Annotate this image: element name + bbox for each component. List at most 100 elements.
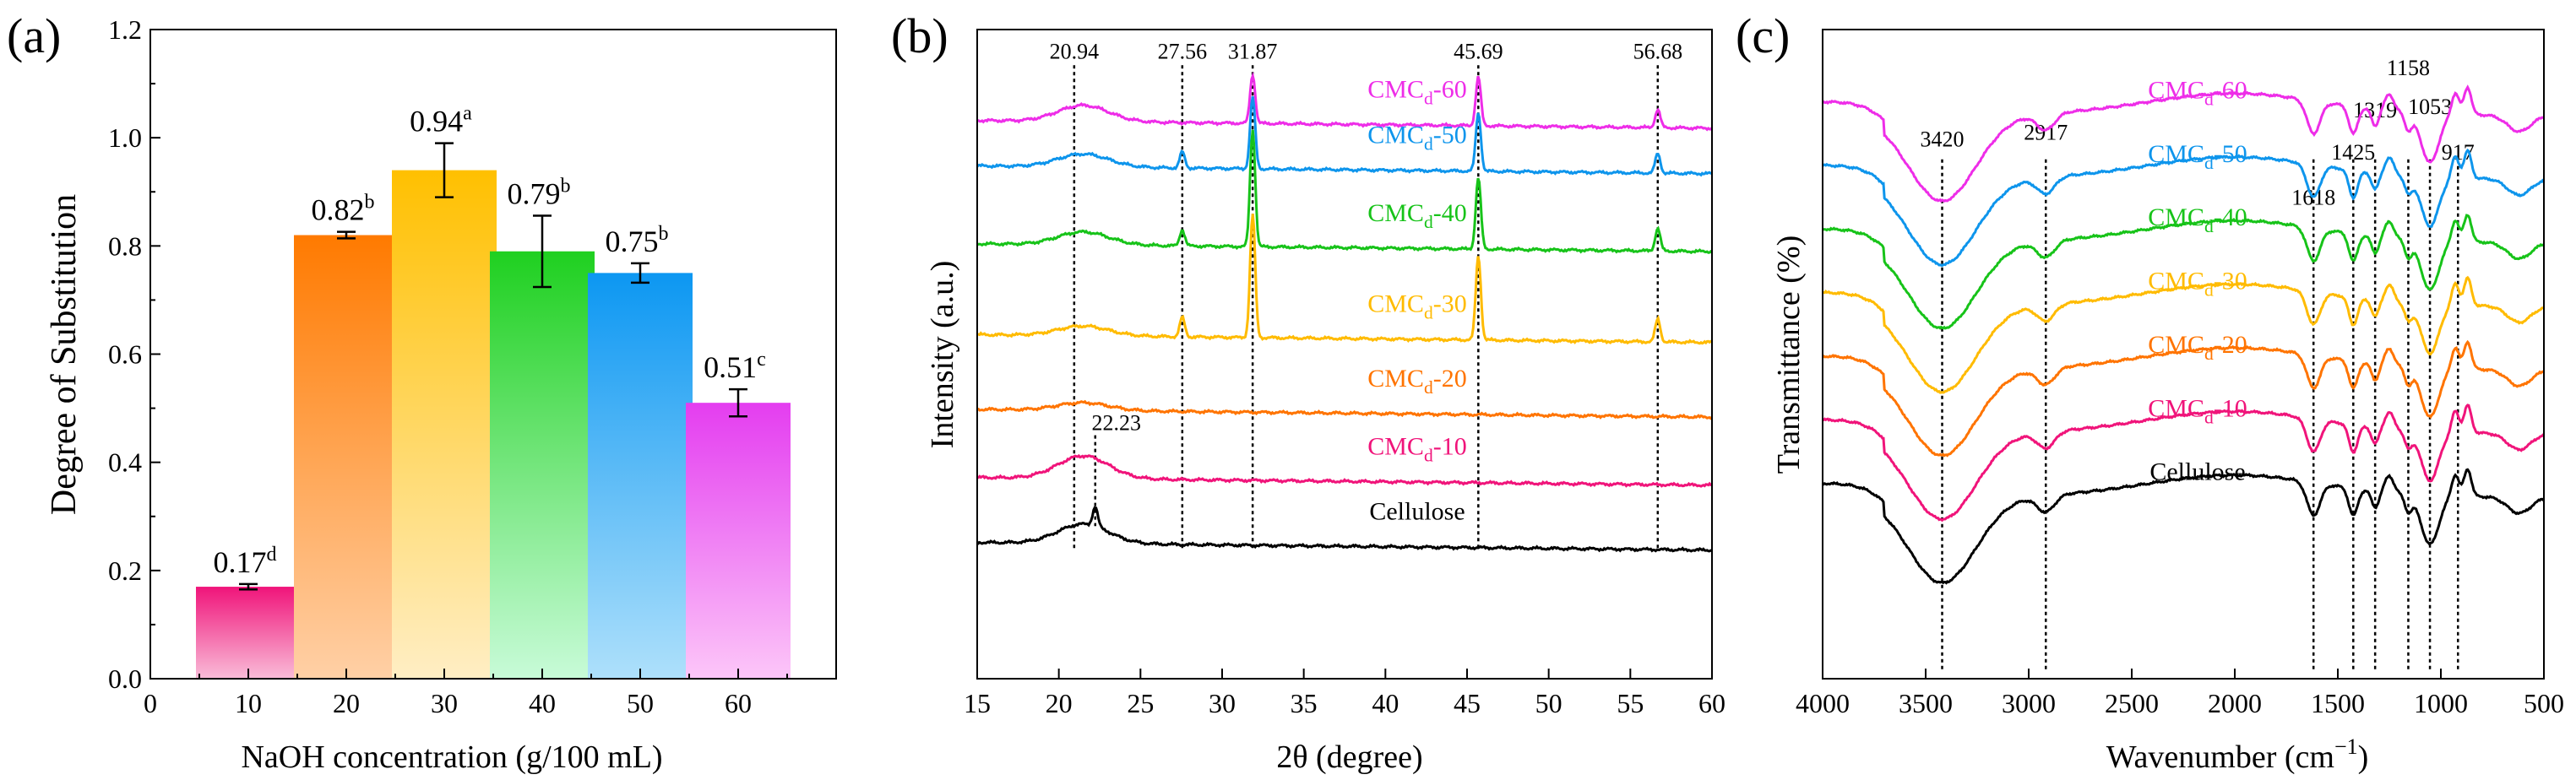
x-tick-label: 55 — [1617, 688, 1644, 718]
series-label: CMCd-50 — [2148, 140, 2247, 173]
series-label-main: CMC — [1367, 433, 1424, 461]
series-label-sub: d — [1424, 377, 1433, 398]
bar-value: 0.75 — [606, 225, 659, 258]
series-label-main: CMC — [1367, 365, 1424, 393]
significance-letter: d — [267, 544, 277, 566]
significance-letter: b — [365, 192, 375, 214]
bar-value: 0.94 — [410, 105, 463, 138]
x-tick-label: 4000 — [1796, 688, 1850, 718]
series-label: Cellulose — [2149, 458, 2245, 486]
panel-b-xlabel: 2θ (degree) — [1276, 739, 1422, 775]
series-label-main: Cellulose — [2149, 458, 2245, 486]
series-label: CMCd-60 — [1367, 76, 1467, 109]
panel-b-label: (b) — [891, 8, 948, 63]
series-label-suffix: -60 — [1433, 76, 1467, 104]
series-label: CMCd-20 — [1367, 365, 1467, 398]
y-tick-label: 0.2 — [108, 555, 142, 586]
series-label-suffix: -10 — [2214, 394, 2247, 422]
bar-value: 0.82 — [312, 193, 365, 227]
panel-c-ylabel: Transmittance (%) — [1771, 236, 1807, 474]
series-label-sub: d — [2204, 153, 2214, 173]
x-tick-label: 0 — [144, 688, 157, 718]
series-label-suffix: -10 — [1433, 433, 1467, 461]
bar — [686, 403, 791, 679]
series-label-sub: d — [1424, 303, 1433, 323]
x-tick-label: 25 — [1127, 688, 1154, 718]
series-label: CMCd-40 — [2148, 203, 2247, 236]
panel-c-xlabel-sup: −1 — [2334, 734, 2358, 759]
y-tick-label: 0.4 — [108, 447, 142, 478]
band-label: 2917 — [2024, 121, 2068, 145]
panel-c-xlabel-end: ) — [2358, 739, 2369, 775]
xrd-series-line — [976, 399, 1714, 420]
series-label-sub: d — [2204, 89, 2214, 110]
panel-a-label: (a) — [7, 8, 61, 63]
y-tick-label: 1.2 — [108, 14, 142, 45]
panel-b: (b) 20.94 27.56 31.87 45.69 56.6822.23CMCd-6… — [891, 8, 1725, 775]
x-tick-label: 20 — [333, 688, 360, 718]
series-label: CMCd-10 — [2148, 394, 2247, 427]
bar — [392, 170, 497, 679]
series-label-main: CMC — [2148, 268, 2204, 295]
series-label-main: Cellulose — [1369, 498, 1465, 526]
series-label-main: CMC — [2148, 140, 2204, 168]
x-tick-label: 60 — [725, 688, 752, 718]
xrd-series-line — [976, 95, 1713, 177]
x-tick-label: 20 — [1046, 688, 1073, 718]
bar-value: 0.79 — [508, 176, 561, 210]
ftir-series-line — [1823, 84, 2545, 203]
plot-frame — [1822, 29, 2545, 680]
y-tick-label: 0.8 — [108, 230, 142, 261]
series-label-suffix: -20 — [2214, 331, 2247, 359]
series-label-suffix: -20 — [1433, 365, 1467, 393]
xrd-series-line — [976, 506, 1713, 553]
panel-c-xlabel-main: Wavenumber (cm — [2106, 739, 2334, 775]
band-label: 1053 — [2408, 95, 2452, 119]
ftir-series-line — [1822, 339, 2545, 458]
x-tick-label: 500 — [2524, 688, 2564, 718]
series-label-suffix: -60 — [2214, 77, 2247, 105]
band-label: 1425 — [2331, 140, 2375, 165]
y-tick-label: 0.6 — [108, 339, 142, 370]
bar-data-label: 0.82b — [312, 192, 375, 227]
x-tick-label: 45 — [1454, 688, 1481, 718]
ftir-series-line — [1822, 404, 2545, 523]
xrd-series-line — [976, 214, 1713, 345]
panel-c-label: (c) — [1736, 8, 1790, 63]
series-label: CMCd-30 — [2148, 268, 2247, 301]
x-tick-label: 10 — [235, 688, 262, 718]
series-label: CMCd-30 — [1367, 290, 1467, 323]
series-label-suffix: -40 — [1433, 199, 1467, 227]
series-label: CMCd-40 — [1367, 199, 1467, 232]
peak-label: 31.87 — [1228, 40, 1278, 64]
significance-letter: b — [561, 175, 571, 197]
x-tick-label: 50 — [627, 688, 654, 718]
x-tick-label: 2000 — [2208, 688, 2262, 718]
x-tick-label: 35 — [1291, 688, 1318, 718]
bar — [490, 251, 595, 679]
x-tick-label: 30 — [431, 688, 458, 718]
y-tick-label: 0.0 — [108, 664, 142, 694]
series-label-sub: d — [1424, 89, 1433, 109]
x-tick-label: 2500 — [2105, 688, 2159, 718]
peak-label: 20.94 — [1050, 40, 1100, 64]
ftir-series-line — [1821, 148, 2545, 268]
x-tick-label: 60 — [1698, 688, 1725, 718]
series-label-main: CMC — [1367, 76, 1424, 104]
series-label-suffix: -50 — [2214, 140, 2247, 168]
series-label-sub: d — [1424, 446, 1433, 466]
panel-c-xlabel: Wavenumber (cm−1) — [2106, 734, 2369, 775]
bar-data-label: 0.79b — [508, 175, 571, 210]
xrd-series-line — [976, 453, 1713, 488]
plot-frame — [976, 29, 1713, 680]
ftir-series-line — [1822, 275, 2545, 394]
bar-data-label: 0.75b — [606, 223, 669, 258]
series-label-main: CMC — [1367, 290, 1424, 318]
panel-b-ylabel: Intensity (a.u.) — [925, 261, 960, 449]
series-label-suffix: -50 — [1433, 122, 1467, 149]
series-label-main: CMC — [2148, 331, 2204, 359]
x-tick-label: 1000 — [2414, 688, 2468, 718]
series-label: CMCd-60 — [2148, 77, 2247, 110]
xrd-series-line — [976, 129, 1714, 255]
